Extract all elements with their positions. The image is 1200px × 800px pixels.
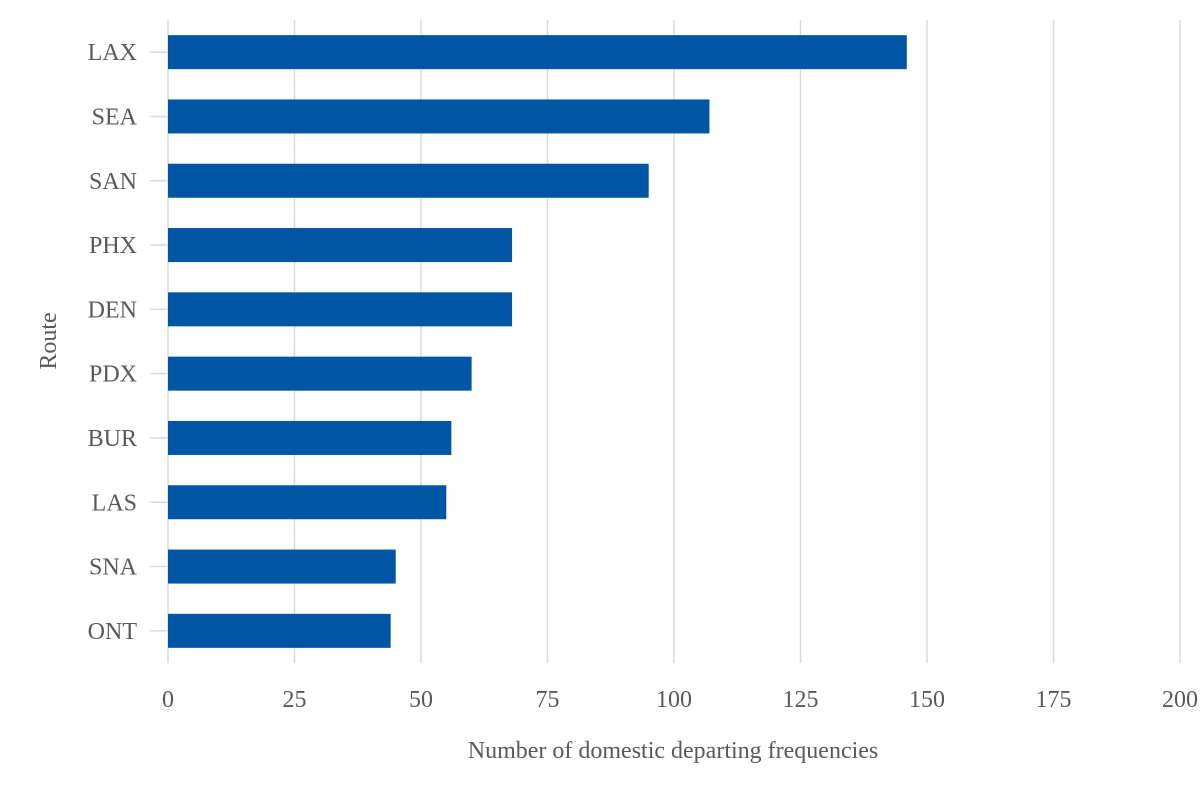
bar-san: [168, 163, 649, 198]
bar-las: [168, 485, 447, 520]
bar-lax: [168, 35, 907, 70]
y-tick-label: SNA: [89, 555, 138, 581]
bar-phx: [168, 228, 513, 263]
x-tick-labels: 0 25 50 75 100 125 150 175 200: [162, 687, 1198, 713]
y-tick-labels: LAX SEA SAN PHX DEN PDX BUR LAS SNA ONT: [88, 40, 138, 645]
x-tick-label: 125: [783, 687, 819, 713]
y-tick-label: BUR: [88, 426, 137, 452]
x-tick-label: 0: [162, 687, 174, 713]
bar-den: [168, 292, 513, 327]
x-tick-label: 100: [656, 687, 692, 713]
bar-bur: [168, 420, 452, 455]
y-tick-label: ONT: [88, 619, 138, 645]
x-tick-label: 200: [1162, 687, 1198, 713]
x-tick-label: 175: [1036, 687, 1072, 713]
x-tick-label: 50: [409, 687, 433, 713]
y-axis-title: Route: [36, 312, 62, 369]
bar-ont: [168, 613, 391, 648]
x-tick-label: 75: [536, 687, 560, 713]
bars: [168, 35, 907, 648]
y-tick-label: SEA: [92, 104, 138, 130]
y-tick-label: LAS: [92, 490, 137, 516]
x-axis-title: Number of domestic departing frequencies: [468, 738, 879, 764]
y-axis: [150, 20, 169, 663]
y-tick-label: PHX: [89, 233, 137, 259]
bar-sna: [168, 549, 396, 584]
y-tick-label: SAN: [89, 169, 137, 195]
bar-sea: [168, 99, 710, 134]
y-tick-label: LAX: [88, 40, 137, 66]
y-tick-label: DEN: [88, 297, 137, 323]
bar-pdx: [168, 356, 472, 391]
x-tick-label: 150: [909, 687, 945, 713]
y-tick-label: PDX: [89, 362, 137, 388]
x-tick-label: 25: [283, 687, 307, 713]
